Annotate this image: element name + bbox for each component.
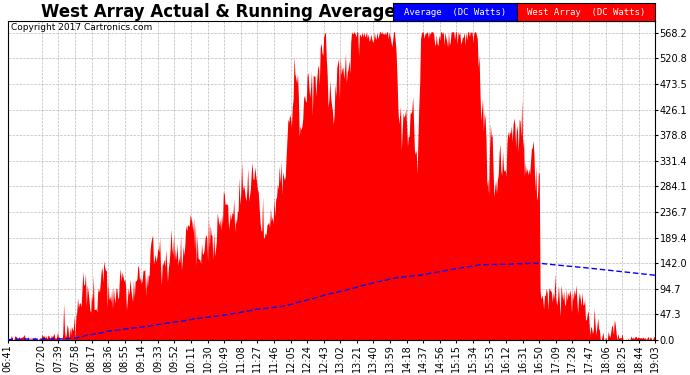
Text: West Array  (DC Watts): West Array (DC Watts) — [527, 8, 645, 17]
Text: Average  (DC Watts): Average (DC Watts) — [404, 8, 506, 17]
Text: Copyright 2017 Cartronics.com: Copyright 2017 Cartronics.com — [11, 23, 152, 32]
Title: West Array Actual & Running Average Power Wed Apr 5 19:18: West Array Actual & Running Average Powe… — [41, 3, 622, 21]
